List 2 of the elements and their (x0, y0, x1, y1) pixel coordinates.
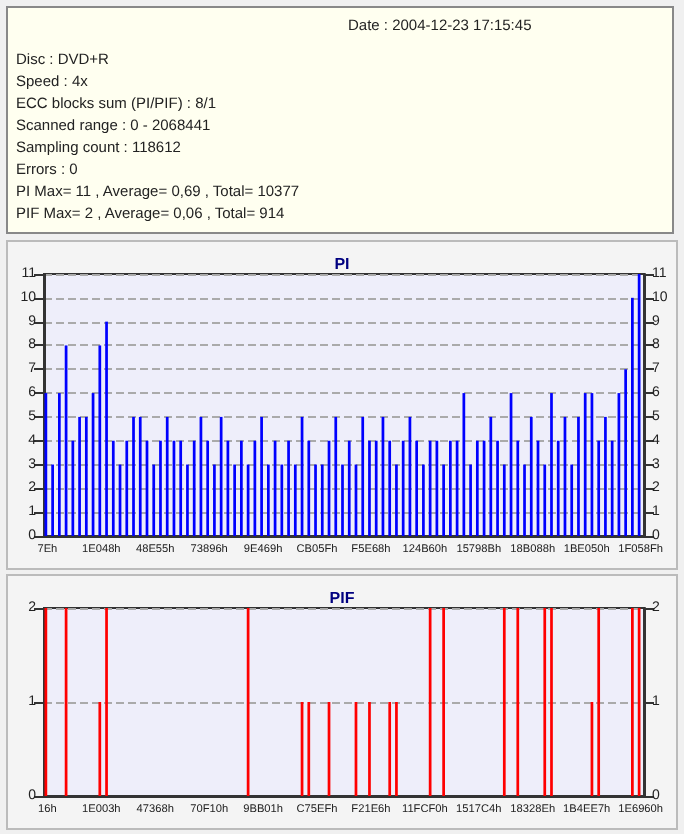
chart-title: PIF (329, 589, 355, 607)
chart-title: PI (334, 255, 350, 273)
